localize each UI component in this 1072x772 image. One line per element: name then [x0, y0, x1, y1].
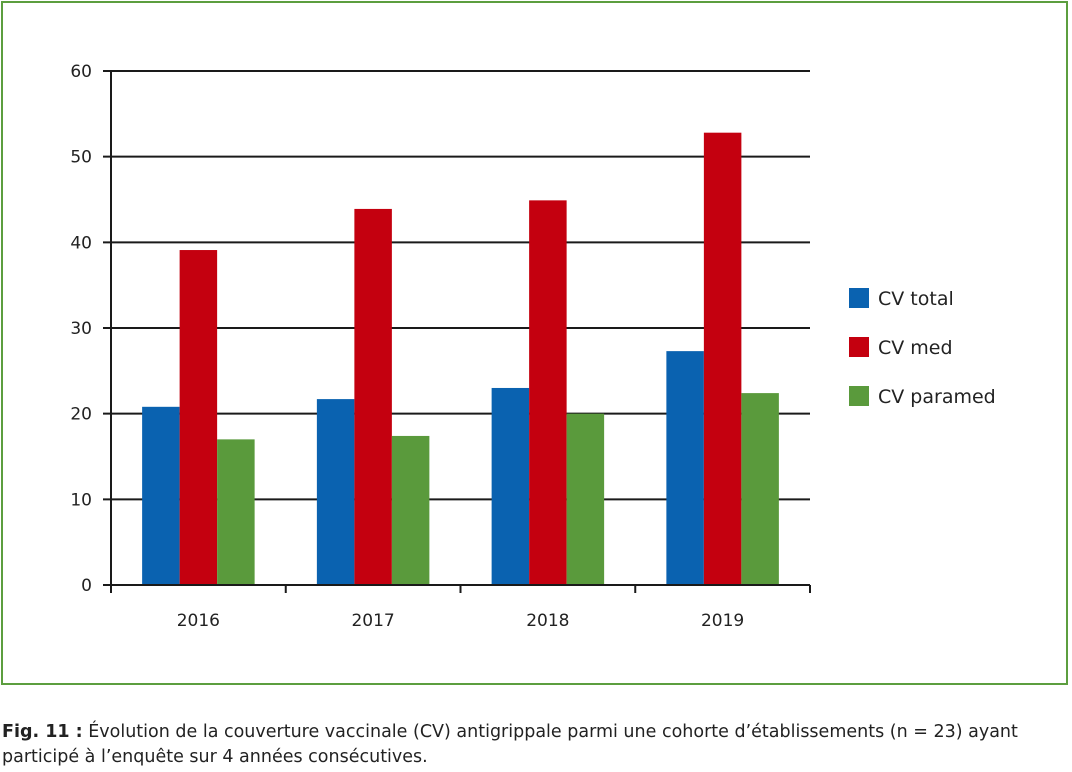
bars [142, 132, 779, 585]
y-tick-label: 50 [70, 148, 92, 168]
bar-cv-med-2018 [529, 200, 567, 585]
legend-label: CV total [878, 288, 954, 310]
caption-label: Fig. 11 : [2, 722, 83, 742]
legend-swatch [849, 337, 869, 357]
y-tick-label: 20 [70, 405, 92, 425]
bar-cv-med-2017 [354, 208, 392, 585]
axes: 0 10 20 30 40 50 60 2016 2017 2018 2019 [70, 62, 811, 631]
bar-cv-total-2016 [142, 406, 180, 585]
x-tick-label: 2018 [526, 611, 569, 631]
figure-caption: Fig. 11 : Évolution de la couverture vac… [2, 720, 1070, 770]
bar-cv-total-2018 [491, 387, 530, 585]
bar-cv-paramed-2018 [566, 413, 605, 585]
legend-swatch [849, 288, 869, 308]
bar-cv-total-2017 [316, 399, 355, 585]
x-tick-label: 2019 [701, 611, 744, 631]
x-tick-label: 2017 [351, 611, 394, 631]
legend: CV total CV med CV paramed [849, 288, 996, 408]
legend-label: CV paramed [878, 386, 996, 408]
bar-cv-paramed-2017 [391, 435, 430, 585]
bar-cv-paramed-2019 [741, 393, 779, 585]
bar-cv-med-2016 [179, 250, 218, 585]
y-tick-label: 40 [70, 233, 92, 253]
bar-cv-med-2019 [703, 132, 742, 585]
legend-swatch [849, 386, 869, 406]
bar-cv-total-2019 [666, 351, 704, 585]
y-tick-label: 0 [81, 576, 92, 596]
y-tick-label: 30 [70, 319, 92, 339]
figure-frame [1, 1, 1068, 685]
caption-text: Évolution de la couverture vaccinale (CV… [2, 722, 1018, 767]
bar-cv-paramed-2016 [217, 439, 255, 585]
x-tick-label: 2016 [177, 611, 220, 631]
y-tick-label: 60 [70, 62, 92, 82]
legend-label: CV med [878, 337, 953, 359]
y-tick-label: 10 [70, 490, 92, 510]
